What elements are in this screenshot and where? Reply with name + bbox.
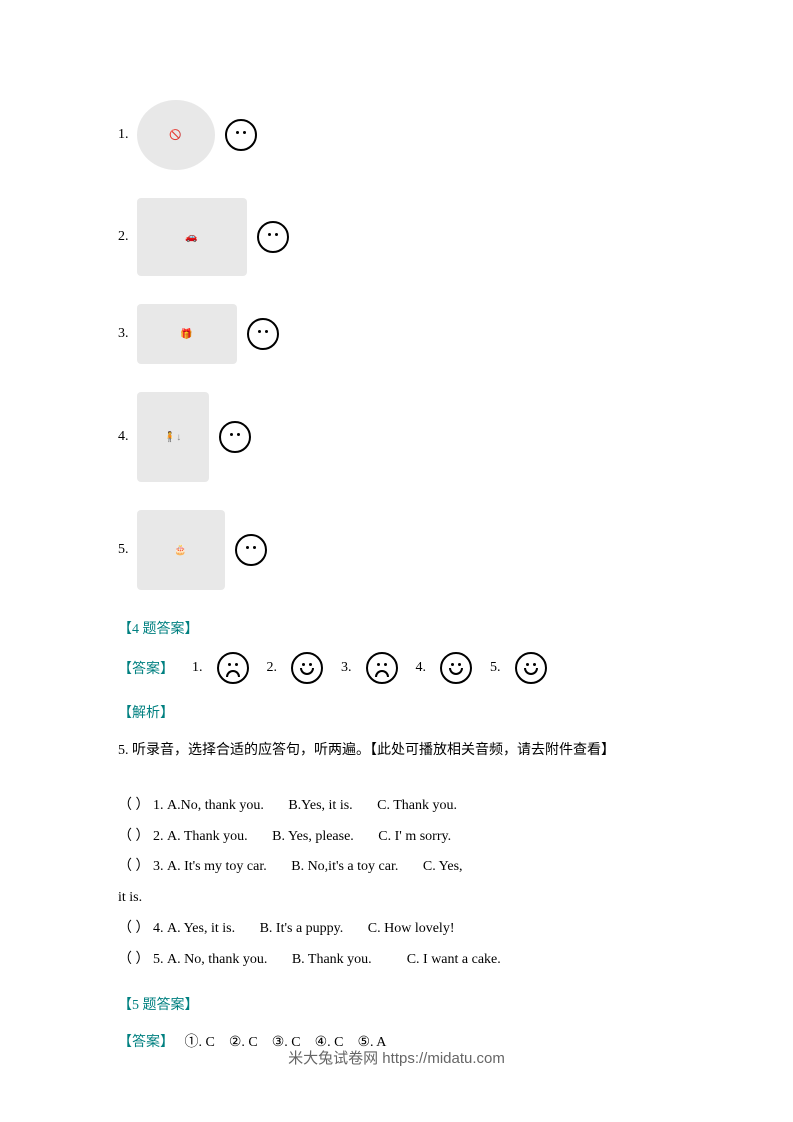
- picture-row-5: 5. 🎂: [118, 510, 675, 590]
- row-num: 4.: [153, 921, 164, 936]
- answer-item: 5.: [490, 652, 547, 684]
- sad-face-icon: [366, 652, 398, 684]
- ans-num: 3.: [341, 660, 352, 676]
- opt-b: B. It's a puppy.: [260, 921, 344, 936]
- row-num: 5.: [153, 952, 164, 967]
- row-num: 1.: [153, 798, 164, 813]
- q5-prompt: 5. 听录音，选择合适的应答句，听两遍。【此处可播放相关音频，请去附件查看】: [118, 736, 675, 767]
- smile-face-icon: [440, 652, 472, 684]
- sad-face-icon: [217, 652, 249, 684]
- q5-row: （ ） 2. A. Thank you. B. Yes, please. C. …: [118, 822, 675, 853]
- ans-num: 4.: [416, 660, 427, 676]
- image-no-eating: 🚫: [137, 100, 215, 170]
- blank: （ ）: [118, 859, 150, 874]
- blank: （ ）: [118, 829, 150, 844]
- q5-row: （ ） 4. A. Yes, it is. B. It's a puppy. C…: [118, 914, 675, 945]
- answer-5-heading: 【5 题答案】: [118, 994, 675, 1014]
- answer-item: 2.: [267, 652, 324, 684]
- opt-c: C. Yes,: [423, 859, 463, 874]
- smile-face-icon: [291, 652, 323, 684]
- ans-num: 2.: [267, 660, 278, 676]
- opt-b: B. No,it's a toy car.: [291, 859, 398, 874]
- q5-row-cont: it is.: [118, 883, 675, 914]
- picture-row-2: 2. 🚗: [118, 198, 675, 276]
- opt-a: A. It's my toy car.: [167, 859, 267, 874]
- ans-num: 1.: [192, 660, 203, 676]
- q5-row: （ ） 1. A.No, thank you. B.Yes, it is. C.…: [118, 791, 675, 822]
- answer-4-heading: 【4 题答案】: [118, 618, 675, 638]
- blank: （ ）: [118, 952, 150, 967]
- ans-num: 5.: [490, 660, 501, 676]
- answer-item: 4.: [416, 652, 473, 684]
- opt-c: C. I' m sorry.: [378, 829, 451, 844]
- opt-c: C. How lovely!: [368, 921, 455, 936]
- q-number: 5.: [118, 542, 129, 558]
- opt-a: A.No, thank you.: [167, 798, 264, 813]
- q-number: 2.: [118, 229, 129, 245]
- image-cake: 🎂: [137, 510, 225, 590]
- q-number: 1.: [118, 127, 129, 143]
- face-icon: [219, 421, 251, 453]
- row-num: 2.: [153, 829, 164, 844]
- face-icon: [247, 318, 279, 350]
- smile-face-icon: [515, 652, 547, 684]
- blank: （ ）: [118, 921, 150, 936]
- image-sit: 🧍↓: [137, 392, 209, 482]
- picture-row-4: 4. 🧍↓: [118, 392, 675, 482]
- blank: （ ）: [118, 798, 150, 813]
- picture-section: 1. 🚫 2. 🚗 3. 🎁 4. 🧍↓ 5. 🎂: [118, 100, 675, 590]
- q5-options: （ ） 1. A.No, thank you. B.Yes, it is. C.…: [118, 791, 675, 976]
- footer-text: 米大兔试卷网 https://midatu.com: [0, 1047, 793, 1068]
- answer-item: 1.: [192, 652, 249, 684]
- q5-row: （ ） 3. A. It's my toy car. B. No,it's a …: [118, 852, 675, 883]
- opt-c: C. I want a cake.: [407, 952, 501, 967]
- answer-item: 3.: [341, 652, 398, 684]
- answer-label: 【答案】: [118, 658, 174, 678]
- opt-b: B.Yes, it is.: [288, 798, 352, 813]
- q5-row: （ ） 5. A. No, thank you. B. Thank you. C…: [118, 945, 675, 976]
- opt-a: A. No, thank you.: [167, 952, 267, 967]
- analysis-heading: 【解析】: [118, 702, 675, 722]
- face-icon: [235, 534, 267, 566]
- opt-b: B. Yes, please.: [272, 829, 354, 844]
- picture-row-1: 1. 🚫: [118, 100, 675, 170]
- opt-b: B. Thank you.: [292, 952, 372, 967]
- image-car: 🚗: [137, 198, 247, 276]
- face-icon: [225, 119, 257, 151]
- answer-4-row: 【答案】 1. 2. 3. 4. 5.: [118, 652, 675, 684]
- q-number: 4.: [118, 429, 129, 445]
- opt-a: A. Thank you.: [167, 829, 248, 844]
- opt-a: A. Yes, it is.: [167, 921, 235, 936]
- picture-row-3: 3. 🎁: [118, 304, 675, 364]
- row-num: 3.: [153, 859, 164, 874]
- opt-c: C. Thank you.: [377, 798, 457, 813]
- q-number: 3.: [118, 326, 129, 342]
- face-icon: [257, 221, 289, 253]
- image-gift: 🎁: [137, 304, 237, 364]
